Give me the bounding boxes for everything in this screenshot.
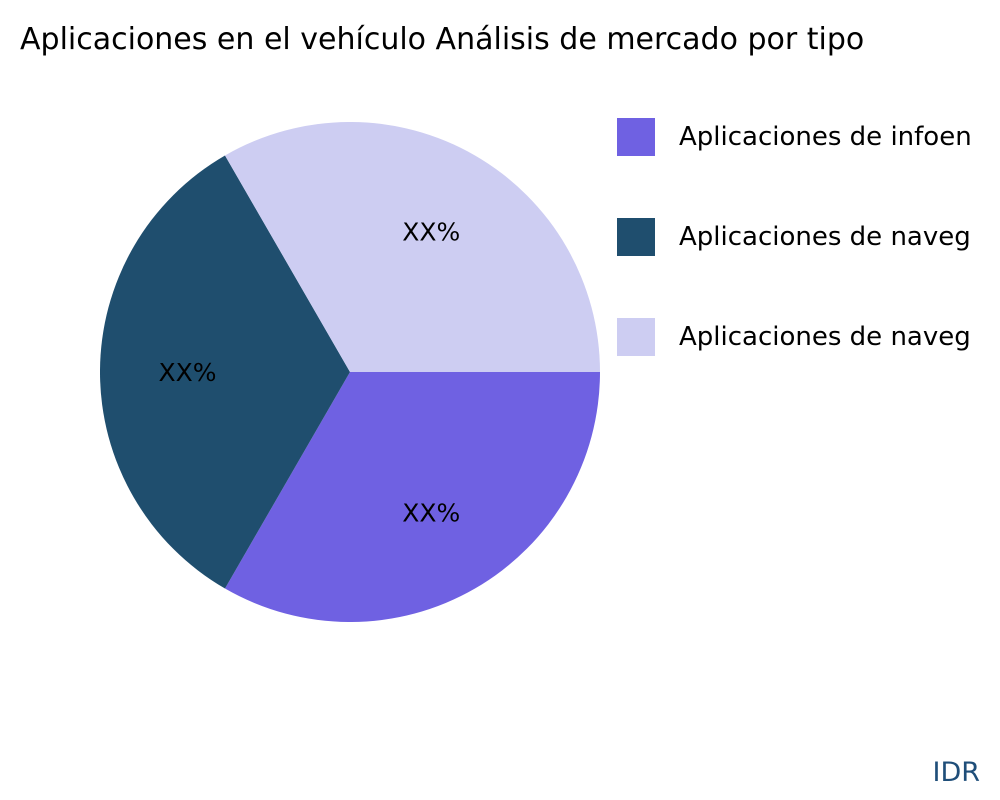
legend-swatch-2	[617, 318, 655, 356]
pie-slice-2	[225, 122, 600, 372]
pie-slice-0	[225, 372, 600, 622]
legend-label-2: Aplicaciones de naveg	[679, 322, 971, 352]
legend: Aplicaciones de infoen Aplicaciones de na…	[617, 118, 1000, 418]
legend-item-2: Aplicaciones de naveg	[617, 318, 1000, 356]
slice-label-0: XX%	[402, 499, 460, 528]
pie-chart: XX% XX% XX%	[100, 122, 600, 622]
legend-label-0: Aplicaciones de infoen	[679, 122, 972, 152]
brand-mark: IDR	[932, 757, 980, 788]
legend-item-1: Aplicaciones de naveg	[617, 218, 1000, 256]
legend-label-1: Aplicaciones de naveg	[679, 222, 971, 252]
slice-label-2: XX%	[402, 217, 460, 246]
legend-swatch-0	[617, 118, 655, 156]
legend-item-0: Aplicaciones de infoen	[617, 118, 1000, 156]
legend-swatch-1	[617, 218, 655, 256]
slice-label-1: XX%	[158, 358, 216, 387]
pie-slice-1	[100, 155, 350, 589]
chart-title: Aplicaciones en el vehículo Análisis de …	[20, 22, 865, 57]
